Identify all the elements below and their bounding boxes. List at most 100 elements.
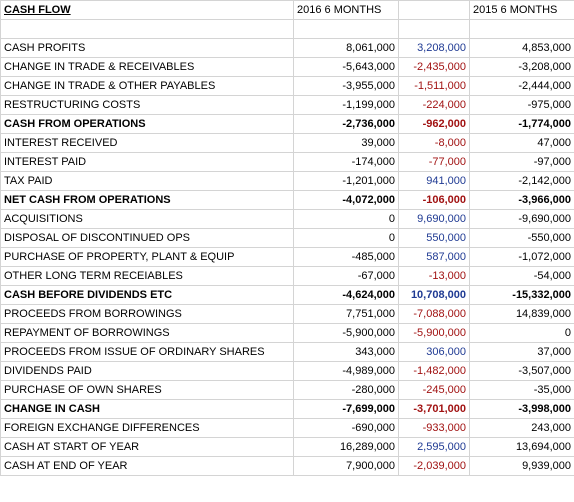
amount-cell: -77,000 bbox=[398, 152, 470, 172]
amount-cell: -962,000 bbox=[398, 114, 470, 134]
data-row: OTHER LONG TERM RECEIABLES -67,000 -13,000… bbox=[0, 266, 574, 286]
amount-cell: -2,435,000 bbox=[398, 57, 470, 77]
amount-cell: -54,000 bbox=[469, 266, 574, 286]
amount-cell: -2,736,000 bbox=[293, 114, 399, 134]
data-row: PROCEEDS FROM ISSUE OF ORDINARY SHARES 34… bbox=[0, 342, 574, 362]
amount-cell: -1,482,000 bbox=[398, 361, 470, 381]
amount-cell: -3,701,000 bbox=[398, 399, 470, 419]
data-row: TAX PAID -1,201,000 941,000 -2,142,000 bbox=[0, 171, 574, 191]
amount-cell: 47,000 bbox=[469, 133, 574, 153]
amount-cell: -3,966,000 bbox=[469, 190, 574, 210]
amount-cell: -4,624,000 bbox=[293, 285, 399, 305]
amount-cell: -224,000 bbox=[398, 95, 470, 115]
amount-cell: 0 bbox=[293, 209, 399, 229]
row-label: PURCHASE OF PROPERTY, PLANT & EQUIP bbox=[0, 247, 294, 267]
amount-cell: -3,208,000 bbox=[469, 57, 574, 77]
empty-cell bbox=[398, 0, 470, 20]
amount-cell: 0 bbox=[293, 228, 399, 248]
data-row: RESTRUCTURING COSTS -1,199,000 -224,000 -97… bbox=[0, 95, 574, 115]
amount-cell: 37,000 bbox=[469, 342, 574, 362]
blank-row bbox=[0, 19, 574, 39]
row-label: CASH BEFORE DIVIDENDS ETC bbox=[0, 285, 294, 305]
row-label: CHANGE IN TRADE & OTHER PAYABLES bbox=[0, 76, 294, 96]
amount-cell: -690,000 bbox=[293, 418, 399, 438]
amount-cell: 0 bbox=[469, 323, 574, 343]
data-row: CASH AT START OF YEAR 16,289,000 2,595,000… bbox=[0, 437, 574, 457]
amount-cell: -975,000 bbox=[469, 95, 574, 115]
row-label: TAX PAID bbox=[0, 171, 294, 191]
empty-cell bbox=[398, 19, 470, 39]
row-label: CASH PROFITS bbox=[0, 38, 294, 58]
amount-cell: -2,142,000 bbox=[469, 171, 574, 191]
amount-cell: 941,000 bbox=[398, 171, 470, 191]
data-row: ACQUISITIONS 0 9,690,000 -9,690,000 bbox=[0, 209, 574, 229]
amount-cell: -485,000 bbox=[293, 247, 399, 267]
amount-cell: 7,900,000 bbox=[293, 456, 399, 476]
amount-cell: 587,000 bbox=[398, 247, 470, 267]
row-label: PURCHASE OF OWN SHARES bbox=[0, 380, 294, 400]
column-header: 2016 6 MONTHS bbox=[293, 0, 399, 20]
amount-cell: 39,000 bbox=[293, 133, 399, 153]
cash-flow-sheet: CASH FLOW 2016 6 MONTHS 2015 6 MONTHS CA… bbox=[0, 0, 574, 476]
row-label: PROCEEDS FROM ISSUE OF ORDINARY SHARES bbox=[0, 342, 294, 362]
amount-cell: -1,511,000 bbox=[398, 76, 470, 96]
column-header: 2015 6 MONTHS bbox=[469, 0, 574, 20]
data-row: REPAYMENT OF BORROWINGS -5,900,000 -5,900,… bbox=[0, 323, 574, 343]
data-row: CASH FROM OPERATIONS -2,736,000 -962,000 -1… bbox=[0, 114, 574, 134]
data-row: PURCHASE OF OWN SHARES -280,000 -245,000 -3… bbox=[0, 380, 574, 400]
row-label: FOREIGN EXCHANGE DIFFERENCES bbox=[0, 418, 294, 438]
row-label: CASH AT END OF YEAR bbox=[0, 456, 294, 476]
data-row: PURCHASE OF PROPERTY, PLANT & EQUIP -485,… bbox=[0, 247, 574, 267]
data-row: INTEREST PAID -174,000 -77,000 -97,000 bbox=[0, 152, 574, 172]
amount-cell: -1,201,000 bbox=[293, 171, 399, 191]
data-row: CASH AT END OF YEAR 7,900,000 -2,039,000 9,… bbox=[0, 456, 574, 476]
amount-cell: -550,000 bbox=[469, 228, 574, 248]
row-label: INTEREST PAID bbox=[0, 152, 294, 172]
data-row: CASH BEFORE DIVIDENDS ETC -4,624,000 10,70… bbox=[0, 285, 574, 305]
amount-cell: -5,643,000 bbox=[293, 57, 399, 77]
row-label: CHANGE IN CASH bbox=[0, 399, 294, 419]
row-label: PROCEEDS FROM BORROWINGS bbox=[0, 304, 294, 324]
row-label: OTHER LONG TERM RECEIABLES bbox=[0, 266, 294, 286]
amount-cell: -7,088,000 bbox=[398, 304, 470, 324]
sheet-body: CASH FLOW 2016 6 MONTHS 2015 6 MONTHS CA… bbox=[0, 0, 574, 476]
amount-cell: -280,000 bbox=[293, 380, 399, 400]
amount-cell: 14,839,000 bbox=[469, 304, 574, 324]
data-row: CHANGE IN TRADE & OTHER PAYABLES -3,955,0… bbox=[0, 76, 574, 96]
amount-cell: -97,000 bbox=[469, 152, 574, 172]
header-row: CASH FLOW 2016 6 MONTHS 2015 6 MONTHS bbox=[0, 0, 574, 20]
amount-cell: -9,690,000 bbox=[469, 209, 574, 229]
row-label: NET CASH FROM OPERATIONS bbox=[0, 190, 294, 210]
data-row: FOREIGN EXCHANGE DIFFERENCES -690,000 -933… bbox=[0, 418, 574, 438]
amount-cell: -4,072,000 bbox=[293, 190, 399, 210]
amount-cell: 3,208,000 bbox=[398, 38, 470, 58]
empty-cell bbox=[0, 19, 294, 39]
amount-cell: -933,000 bbox=[398, 418, 470, 438]
data-row: DISPOSAL OF DISCONTINUED OPS 0 550,000 -550… bbox=[0, 228, 574, 248]
row-label: REPAYMENT OF BORROWINGS bbox=[0, 323, 294, 343]
row-label: CHANGE IN TRADE & RECEIVABLES bbox=[0, 57, 294, 77]
amount-cell: -3,507,000 bbox=[469, 361, 574, 381]
amount-cell: 4,853,000 bbox=[469, 38, 574, 58]
amount-cell: -3,998,000 bbox=[469, 399, 574, 419]
amount-cell: -1,072,000 bbox=[469, 247, 574, 267]
row-label: RESTRUCTURING COSTS bbox=[0, 95, 294, 115]
amount-cell: -2,039,000 bbox=[398, 456, 470, 476]
data-row: CHANGE IN CASH -7,699,000 -3,701,000 -3,998… bbox=[0, 399, 574, 419]
amount-cell: -5,900,000 bbox=[398, 323, 470, 343]
amount-cell: -245,000 bbox=[398, 380, 470, 400]
empty-cell bbox=[469, 19, 574, 39]
amount-cell: 306,000 bbox=[398, 342, 470, 362]
amount-cell: -67,000 bbox=[293, 266, 399, 286]
amount-cell: 9,939,000 bbox=[469, 456, 574, 476]
amount-cell: 7,751,000 bbox=[293, 304, 399, 324]
amount-cell: -2,444,000 bbox=[469, 76, 574, 96]
data-row: NET CASH FROM OPERATIONS -4,072,000 -106,0… bbox=[0, 190, 574, 210]
amount-cell: -1,199,000 bbox=[293, 95, 399, 115]
row-label: DIVIDENDS PAID bbox=[0, 361, 294, 381]
empty-cell bbox=[293, 19, 399, 39]
amount-cell: 550,000 bbox=[398, 228, 470, 248]
amount-cell: 13,694,000 bbox=[469, 437, 574, 457]
amount-cell: -7,699,000 bbox=[293, 399, 399, 419]
